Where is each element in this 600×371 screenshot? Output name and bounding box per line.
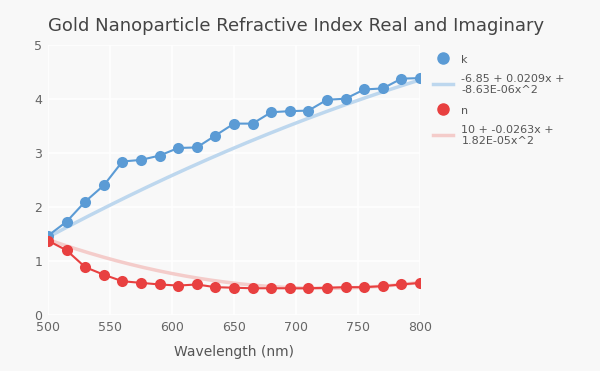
Legend: k, -6.85 + 0.0209x +
-8.63E-06x^2, n, 10 + -0.0263x +
1.82E-05x^2: k, -6.85 + 0.0209x + -8.63E-06x^2, n, 10… xyxy=(429,50,568,150)
Text: Gold Nanoparticle Refractive Index Real and Imaginary: Gold Nanoparticle Refractive Index Real … xyxy=(48,17,544,35)
X-axis label: Wavelength (nm): Wavelength (nm) xyxy=(174,345,294,359)
